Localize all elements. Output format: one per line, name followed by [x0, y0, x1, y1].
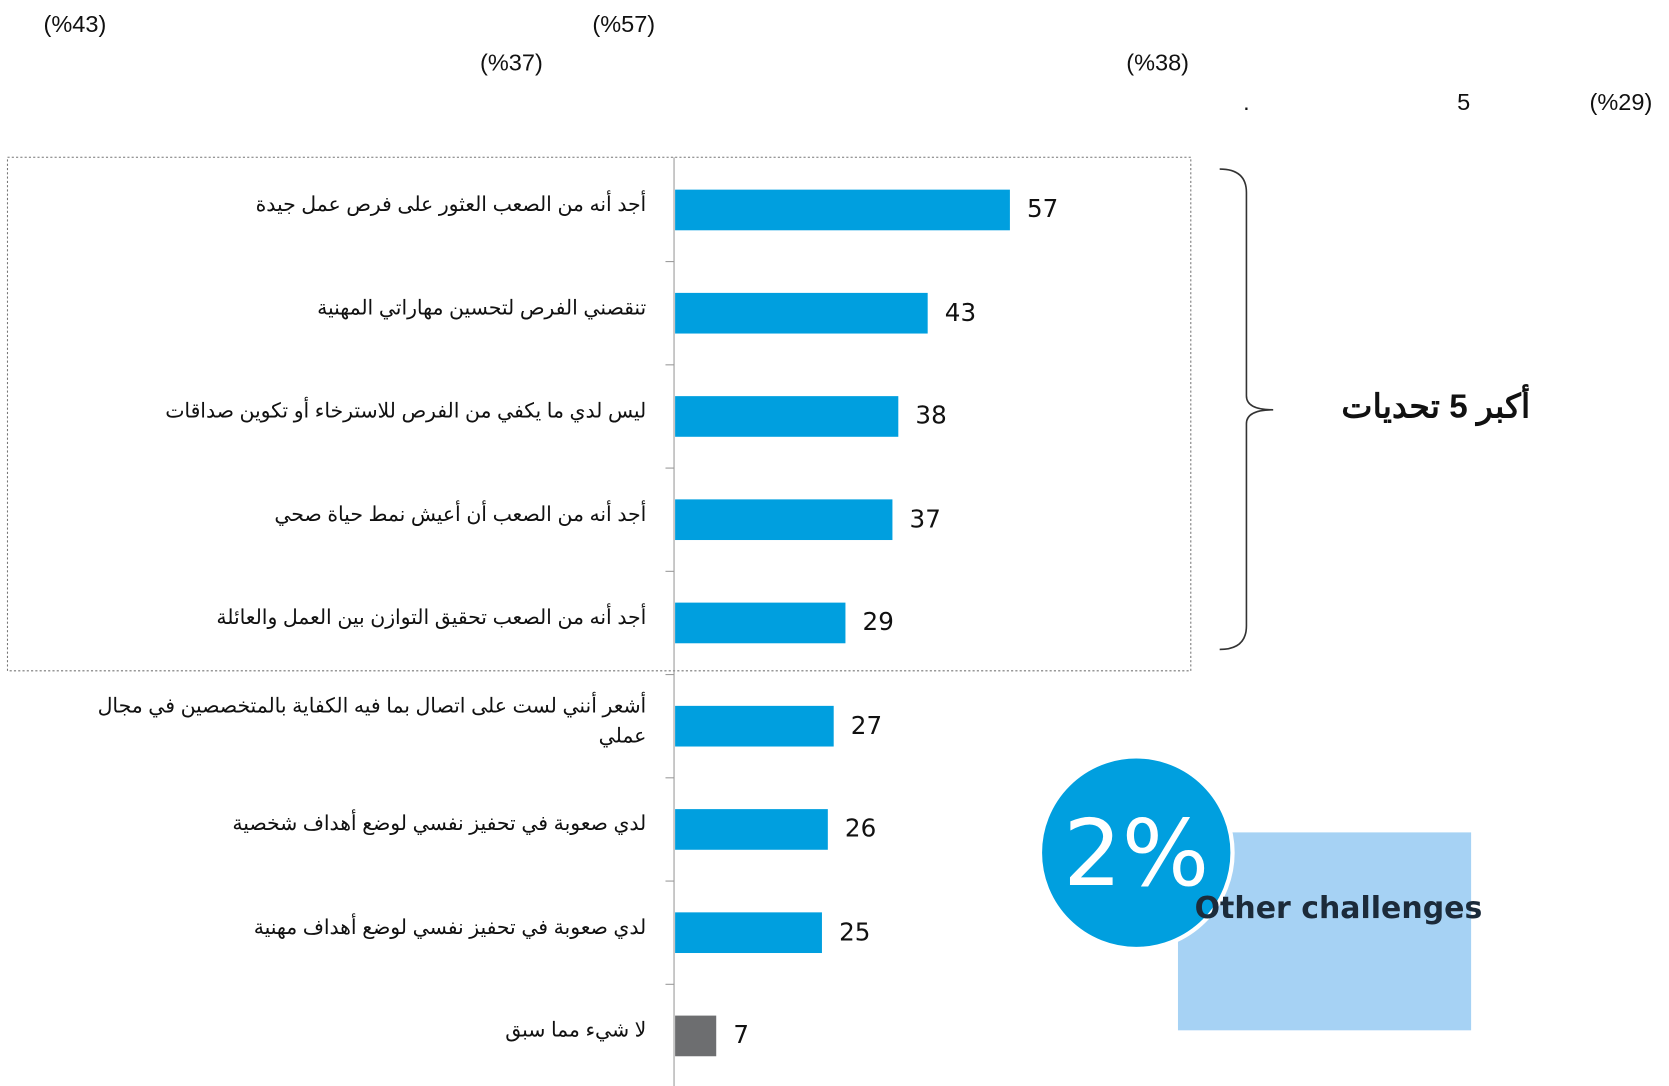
bar	[675, 396, 899, 437]
category-label: تنقصني الفرص لتحسين مهاراتي المهنية	[317, 297, 647, 320]
value-label: 26	[844, 815, 877, 844]
value-label: 7	[733, 1022, 749, 1050]
header-fragment: (%57)	[592, 10, 656, 38]
category-label: أجد أنه من الصعب العثور على فرص عمل جيدة	[255, 193, 647, 217]
highlight-circle	[1037, 754, 1235, 952]
bracket	[1219, 168, 1274, 651]
category-label: لدي صعوبة في تحفيز نفسي لوضع أهداف مهنية	[253, 916, 647, 940]
bar	[675, 912, 822, 954]
category-label: أجد أنه من الصعب أن أعيش نمط حياة صحي	[274, 503, 647, 527]
bar	[675, 809, 828, 850]
highlight-label: Other challenges	[1194, 890, 1483, 926]
category-label: ليس لدي ما يكفي من الفرص للاسترخاء أو تك…	[165, 400, 647, 423]
bracket-label: أكبر 5 تحديات	[1341, 383, 1530, 426]
bar	[675, 705, 834, 747]
bar	[675, 602, 846, 644]
highlight-value: 2%	[1063, 800, 1209, 907]
header-fragment: (%38)	[1126, 49, 1190, 76]
value-label: 27	[850, 712, 883, 741]
category-label: أشعر أنني لست على اتصال بما فيه الكفاية …	[97, 695, 647, 748]
header-fragment: .	[1243, 88, 1250, 116]
value-label: 43	[944, 299, 977, 328]
header-fragment: (%29)	[1589, 88, 1653, 116]
value-label: 38	[915, 402, 947, 431]
header-fragment: (%43)	[43, 10, 107, 38]
bar	[675, 189, 1010, 231]
bar	[675, 1015, 717, 1057]
value-label: 29	[862, 609, 894, 637]
category-label: أجد أنه من الصعب تحقيق التوازن بين العمل…	[216, 606, 647, 630]
bar	[675, 499, 893, 541]
value-label: 25	[839, 918, 871, 947]
category-label: لا شيء مما سبق	[505, 1019, 647, 1043]
category-label: لدي صعوبة في تحفيز نفسي لوضع أهداف شخصية	[232, 813, 647, 836]
header-fragment: (%37)	[480, 49, 543, 76]
value-label: 37	[909, 505, 941, 534]
bar	[675, 292, 928, 334]
header-fragment: 5	[1457, 88, 1471, 116]
value-label: 57	[1027, 196, 1059, 224]
top5-box	[6, 156, 1192, 672]
